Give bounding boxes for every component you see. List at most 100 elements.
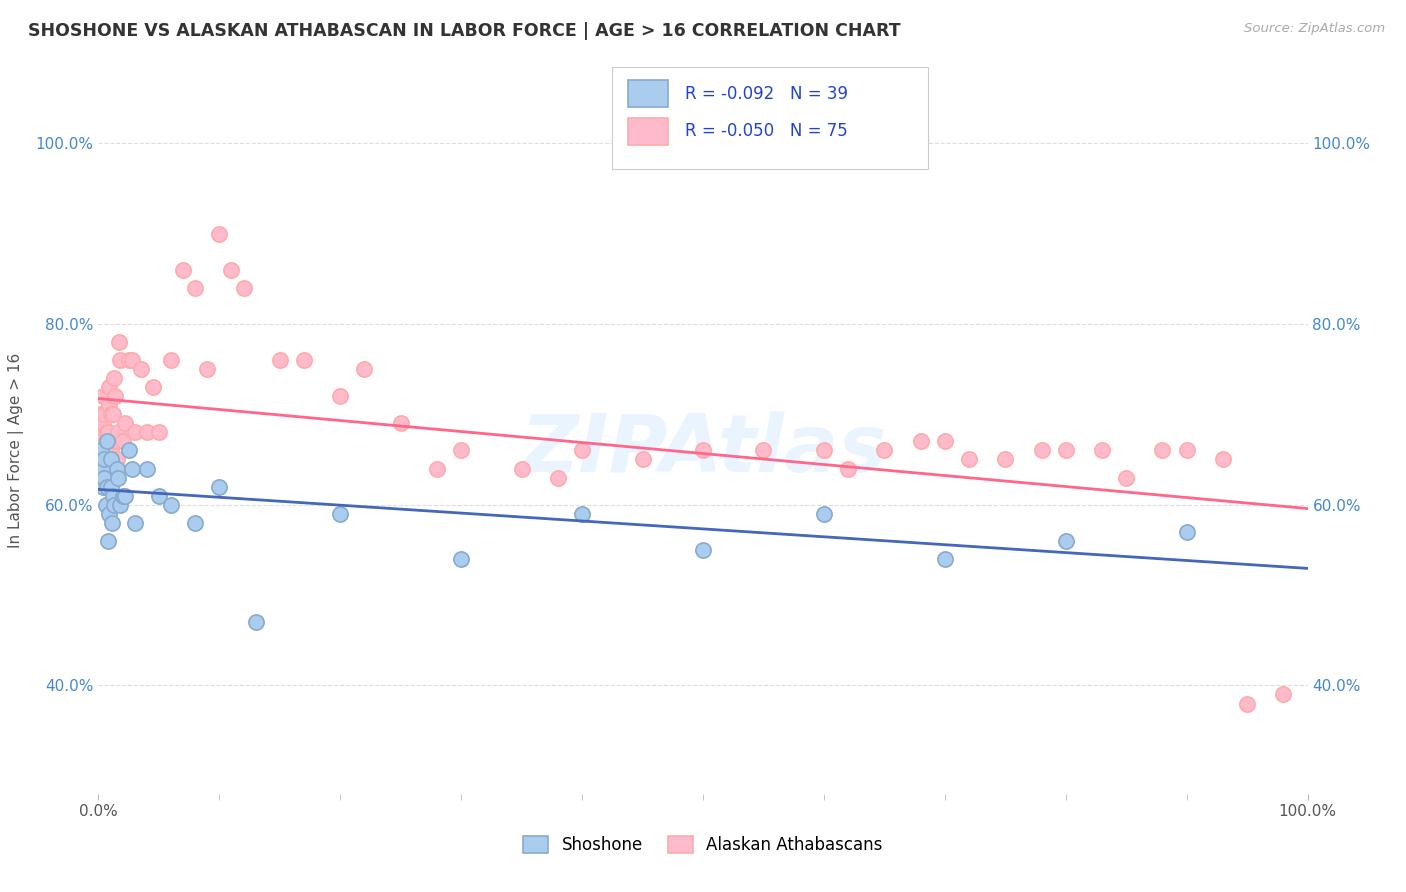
- Point: [124, 425, 146, 440]
- Point: [148, 489, 170, 503]
- Point: [94, 498, 117, 512]
- Point: [96, 480, 118, 494]
- Point: [135, 461, 157, 475]
- Point: [96, 425, 118, 440]
- Point: [89, 425, 111, 440]
- Point: [957, 452, 980, 467]
- Point: [547, 470, 569, 484]
- Point: [329, 507, 352, 521]
- Point: [98, 507, 121, 521]
- Point: [450, 552, 472, 566]
- Point: [1054, 533, 1077, 548]
- Point: [124, 516, 146, 530]
- Point: [934, 552, 956, 566]
- Point: [813, 507, 835, 521]
- Text: R = -0.050   N = 75: R = -0.050 N = 75: [685, 122, 848, 140]
- Point: [160, 498, 183, 512]
- Y-axis label: In Labor Force | Age > 16: In Labor Force | Age > 16: [8, 353, 24, 548]
- Point: [100, 516, 122, 530]
- Text: Source: ZipAtlas.com: Source: ZipAtlas.com: [1244, 22, 1385, 36]
- Point: [269, 353, 291, 368]
- Point: [1091, 443, 1114, 458]
- Point: [89, 452, 111, 467]
- Point: [245, 615, 267, 630]
- Point: [129, 362, 152, 376]
- Point: [111, 434, 134, 449]
- Point: [118, 353, 141, 368]
- Point: [1031, 443, 1053, 458]
- Point: [873, 443, 896, 458]
- Point: [510, 461, 533, 475]
- Point: [121, 461, 143, 475]
- Point: [91, 480, 114, 494]
- Point: [90, 407, 112, 421]
- Point: [101, 489, 124, 503]
- Point: [114, 417, 136, 431]
- Point: [1054, 443, 1077, 458]
- Point: [184, 516, 207, 530]
- Point: [100, 434, 122, 449]
- Point: [329, 389, 352, 403]
- Point: [934, 434, 956, 449]
- Point: [93, 452, 115, 467]
- Point: [1115, 470, 1137, 484]
- Point: [93, 443, 115, 458]
- Point: [105, 461, 128, 475]
- Point: [96, 452, 118, 467]
- Point: [90, 443, 112, 458]
- Point: [1272, 688, 1295, 702]
- Point: [91, 461, 114, 475]
- Point: [93, 461, 115, 475]
- Point: [94, 443, 117, 458]
- Point: [184, 281, 207, 295]
- Point: [105, 434, 128, 449]
- Point: [108, 334, 131, 349]
- Point: [91, 443, 114, 458]
- Point: [97, 533, 120, 548]
- Point: [450, 443, 472, 458]
- Point: [100, 452, 122, 467]
- Point: [148, 425, 170, 440]
- Point: [232, 281, 254, 295]
- Point: [118, 443, 141, 458]
- Point: [208, 480, 231, 494]
- Point: [97, 425, 120, 440]
- Point: [107, 425, 129, 440]
- Point: [91, 461, 114, 475]
- Point: [93, 407, 115, 421]
- Legend: Shoshone, Alaskan Athabascans: Shoshone, Alaskan Athabascans: [516, 830, 890, 861]
- Point: [96, 434, 118, 449]
- Point: [108, 498, 131, 512]
- Point: [107, 470, 129, 484]
- Point: [195, 362, 218, 376]
- Point: [108, 353, 131, 368]
- Point: [1236, 697, 1258, 711]
- Text: R = -0.092   N = 39: R = -0.092 N = 39: [685, 85, 848, 103]
- Point: [98, 380, 121, 394]
- Point: [105, 452, 128, 467]
- Point: [221, 262, 243, 277]
- Point: [910, 434, 932, 449]
- Point: [91, 389, 114, 403]
- Point: [100, 443, 122, 458]
- Point: [389, 417, 412, 431]
- Point: [172, 262, 194, 277]
- Point: [631, 452, 654, 467]
- Point: [292, 353, 315, 368]
- Point: [98, 398, 121, 412]
- Point: [91, 452, 114, 467]
- Point: [837, 461, 859, 475]
- Point: [93, 470, 115, 484]
- Point: [121, 353, 143, 368]
- Point: [101, 407, 124, 421]
- Point: [208, 227, 231, 241]
- Point: [114, 489, 136, 503]
- Point: [103, 498, 125, 512]
- Point: [142, 380, 165, 394]
- Text: SHOSHONE VS ALASKAN ATHABASCAN IN LABOR FORCE | AGE > 16 CORRELATION CHART: SHOSHONE VS ALASKAN ATHABASCAN IN LABOR …: [28, 22, 901, 40]
- Point: [1175, 524, 1198, 539]
- Point: [103, 371, 125, 385]
- Point: [1152, 443, 1174, 458]
- Point: [97, 461, 120, 475]
- Text: ZIPAtlas: ZIPAtlas: [520, 411, 886, 490]
